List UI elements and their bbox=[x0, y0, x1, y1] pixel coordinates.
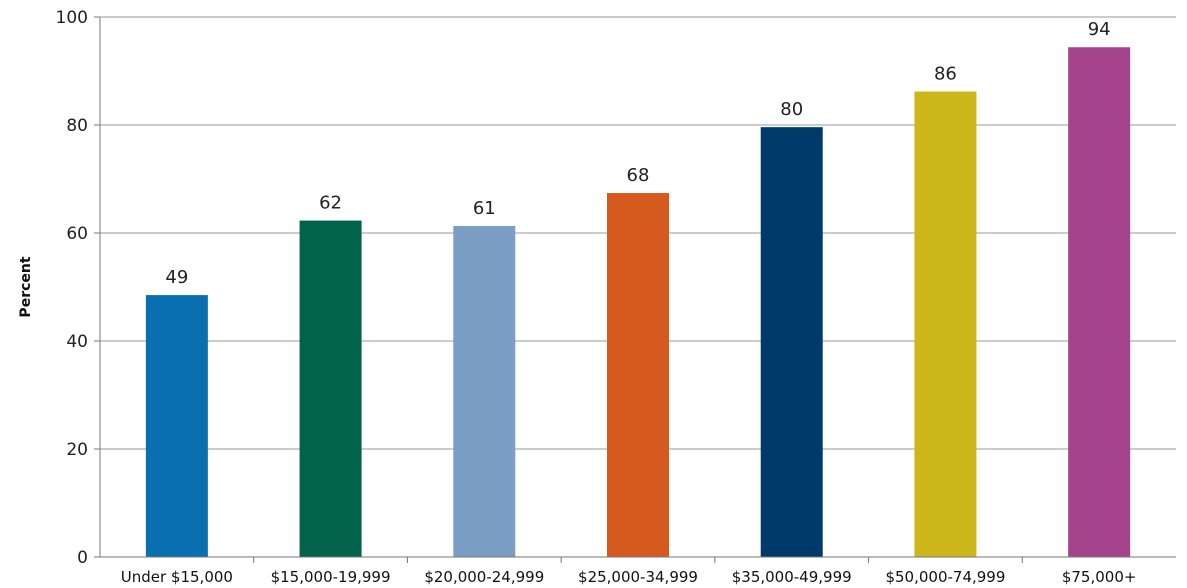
bar bbox=[299, 220, 362, 557]
x-tick-label: $20,000-24,999 bbox=[424, 568, 544, 586]
data-label: 86 bbox=[934, 64, 957, 85]
data-labels: 49 62 61 68 80 86 94 bbox=[165, 19, 1110, 288]
bar bbox=[145, 295, 208, 557]
bar bbox=[607, 193, 669, 558]
x-tick-label: $25,000-34,999 bbox=[578, 568, 698, 586]
x-axis-ticks: Under $15,000 $15,000-19,999 $20,000-24,99… bbox=[121, 557, 1137, 586]
data-label: 62 bbox=[319, 193, 342, 214]
y-tick-label: 40 bbox=[66, 332, 88, 352]
data-label: 80 bbox=[780, 99, 803, 120]
y-tick-label: 0 bbox=[77, 548, 88, 568]
bar bbox=[760, 127, 823, 557]
bar bbox=[453, 225, 516, 558]
bars bbox=[145, 47, 1131, 558]
data-label: 61 bbox=[473, 198, 496, 219]
y-tick-label: 100 bbox=[56, 8, 88, 28]
x-tick-label: $50,000-74,999 bbox=[885, 568, 1005, 586]
x-tick-label: $35,000-49,999 bbox=[732, 568, 852, 586]
y-tick-label: 60 bbox=[66, 224, 88, 244]
y-axis-ticks: 0 20 40 60 80 100 bbox=[56, 8, 100, 568]
axes bbox=[99, 17, 1176, 558]
y-tick-label: 80 bbox=[66, 116, 88, 136]
data-label: 68 bbox=[627, 165, 650, 186]
x-tick-label: $15,000-19,999 bbox=[271, 568, 391, 586]
data-label: 49 bbox=[165, 267, 188, 288]
bar bbox=[914, 91, 977, 558]
x-tick-label: $75,000+ bbox=[1062, 568, 1137, 586]
data-label: 94 bbox=[1088, 19, 1111, 40]
x-tick-label: Under $15,000 bbox=[121, 568, 233, 586]
bar bbox=[1068, 47, 1131, 558]
y-axis-label: Percent bbox=[18, 256, 34, 317]
y-tick-label: 20 bbox=[66, 440, 88, 460]
